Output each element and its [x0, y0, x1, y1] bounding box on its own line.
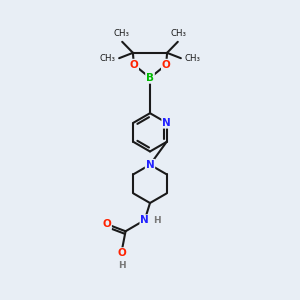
- Text: CH₃: CH₃: [113, 29, 129, 38]
- Text: N: N: [146, 160, 154, 170]
- Text: N: N: [140, 215, 149, 225]
- Text: CH₃: CH₃: [171, 29, 187, 38]
- Text: O: O: [118, 248, 126, 258]
- Text: CH₃: CH₃: [100, 54, 116, 63]
- Text: H: H: [153, 216, 160, 225]
- Text: H: H: [118, 261, 126, 270]
- Text: CH₃: CH₃: [184, 54, 200, 63]
- Text: O: O: [102, 219, 111, 229]
- Text: O: O: [162, 60, 171, 70]
- Text: N: N: [162, 118, 171, 128]
- Text: O: O: [129, 60, 138, 70]
- Text: B: B: [146, 73, 154, 83]
